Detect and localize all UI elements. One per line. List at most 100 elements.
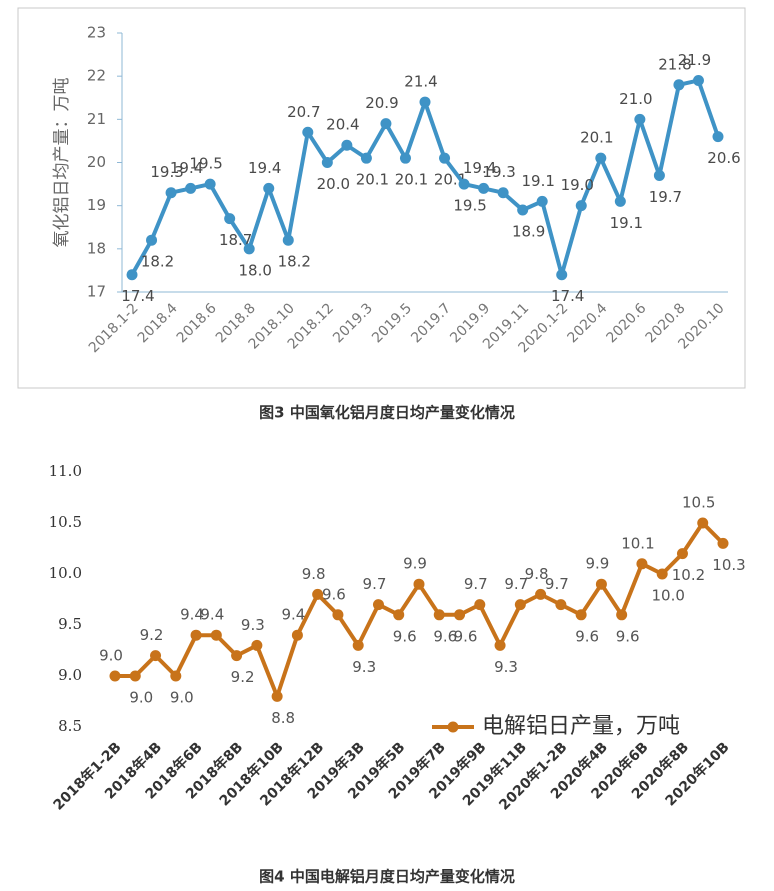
legend-label: 电解铝日产量，万吨 [482,714,680,739]
data-point [556,269,568,281]
data-label: 19.3 [482,163,515,181]
data-label: 18.9 [512,222,545,240]
data-point [634,113,646,125]
data-point [494,639,506,651]
data-point [352,639,364,651]
data-point [190,629,202,641]
data-point [129,670,141,682]
data-label: 10.1 [621,534,654,552]
y-tick-label: 19 [87,196,106,214]
data-label: 9.6 [575,627,599,645]
data-point [170,670,182,682]
data-point [697,517,709,529]
chart-caption: 图3 中国氧化铝月度日均产量变化情况 [259,404,515,422]
data-label: 20.1 [395,171,428,189]
chart-caption: 图4 中国电解铝月度日均产量变化情况 [259,868,515,886]
data-point [341,139,353,151]
data-point [251,639,263,651]
data-label: 10.3 [712,556,745,574]
data-label: 9.6 [433,627,457,645]
y-tick-label: 23 [87,24,106,42]
data-label: 20.6 [707,149,740,167]
data-label: 19.4 [248,159,281,177]
data-label: 9.8 [302,565,326,583]
data-label: 9.6 [616,627,640,645]
data-point [231,650,243,662]
data-label: 18.2 [278,253,311,271]
data-point [478,182,490,194]
data-label: 9.8 [525,565,549,583]
data-label: 19.5 [453,197,486,215]
data-point [312,588,324,600]
data-label: 18.2 [141,253,174,271]
chart-frame [17,7,746,389]
data-point [555,599,567,611]
data-point [165,187,177,199]
data-point [210,629,222,641]
y-axis-label: 氧化铝日均产量：万吨 [52,78,72,248]
data-label: 8.8 [271,709,295,727]
data-label: 10.2 [672,566,705,584]
y-tick-label: 10.0 [49,564,82,582]
data-point [185,182,197,194]
data-point [712,131,724,143]
data-label: 10.5 [682,494,715,512]
data-label: 9.7 [363,575,387,593]
x-tick-label: 2019.7 [408,300,454,346]
data-point [575,609,587,621]
data-point [616,609,628,621]
data-point [497,187,509,199]
y-tick-label: 10.5 [49,513,82,531]
x-tick-label: 2020.6 [604,300,650,346]
data-point [146,234,158,246]
y-tick-label: 9.0 [58,666,82,684]
x-tick-label: 2019.3 [330,300,376,346]
data-point [514,599,526,611]
data-point [692,74,704,86]
data-label: 9.0 [170,689,194,707]
data-label: 19.4 [170,159,203,177]
data-point [433,609,445,621]
data-label: 9.2 [140,626,164,644]
data-label: 9.7 [545,575,569,593]
data-point [458,178,470,190]
data-label: 9.4 [281,606,305,624]
data-point [321,157,333,168]
data-point [399,152,411,164]
data-label: 19.1 [610,214,643,232]
data-point [360,152,372,164]
data-label: 20.1 [580,129,613,147]
data-label: 20.0 [317,175,350,193]
data-label: 9.7 [464,575,488,593]
data-label: 9.6 [454,627,478,645]
data-point [413,578,425,590]
data-label: 9.2 [231,668,255,686]
data-label: 17.4 [121,287,154,305]
data-point [380,118,392,130]
data-point [474,599,486,611]
data-label: 19.4 [463,159,496,177]
data-point [109,670,121,682]
data-label: 21.8 [658,55,691,73]
x-tick-label: 2018.4 [135,300,181,346]
data-point [454,609,466,621]
y-tick-label: 11.0 [49,462,82,480]
data-label: 9.6 [393,627,417,645]
data-point [393,609,405,621]
y-tick-label: 22 [87,67,106,85]
data-point [636,558,648,570]
data-label: 9.4 [180,606,204,624]
data-point [673,79,685,91]
data-label: 9.9 [403,555,427,573]
y-tick-label: 8.5 [58,717,82,735]
data-point [243,243,255,255]
data-point [372,599,384,611]
data-label: 19.3 [150,163,183,181]
data-label: 21.0 [619,90,652,108]
data-point [224,213,236,225]
data-label: 19.5 [189,155,222,173]
data-label: 9.0 [99,647,123,665]
data-point [536,195,548,207]
data-label: 19.0 [561,176,594,194]
y-tick-label: 18 [87,239,106,257]
